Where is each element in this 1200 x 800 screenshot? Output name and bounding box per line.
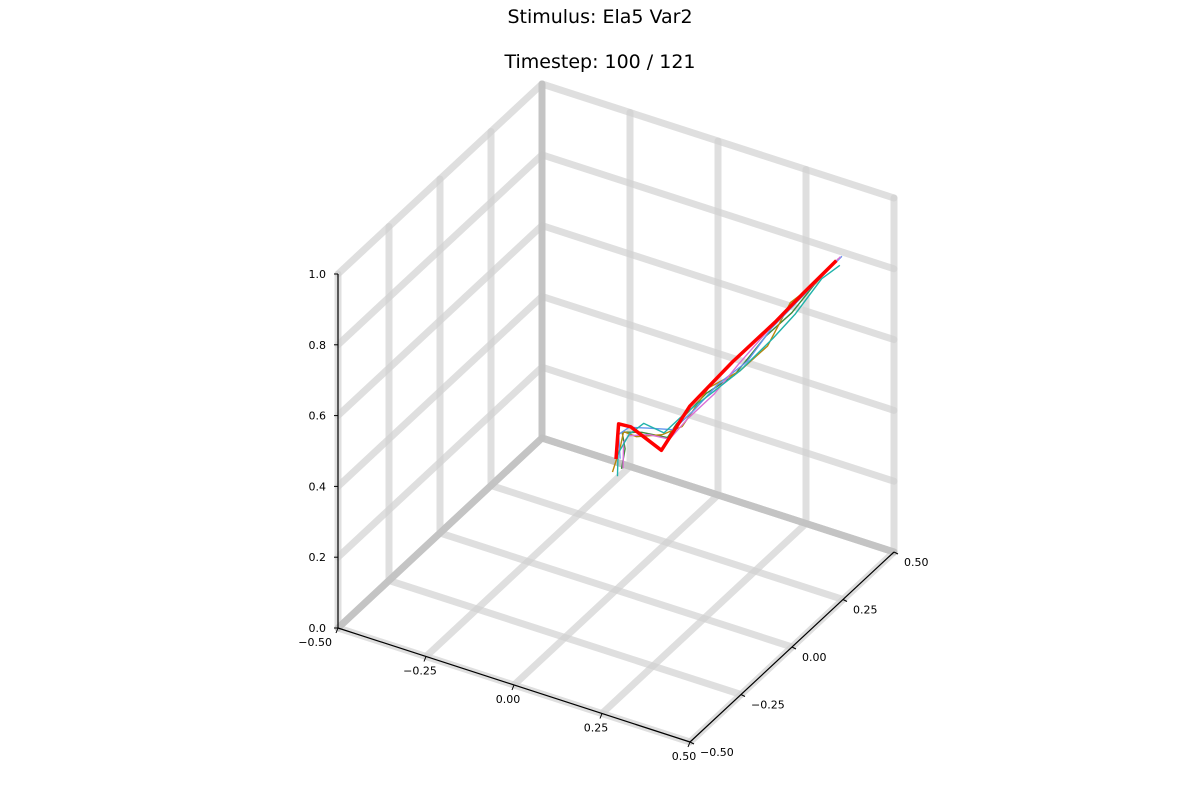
y-tick-mark <box>893 551 899 555</box>
z-tick-label: 0.0 <box>309 622 327 635</box>
back-wall-grid-line <box>538 80 898 202</box>
z-tick-label: 0.4 <box>309 480 327 493</box>
sample-trajectory-line <box>616 264 841 477</box>
floor-grid-line <box>385 577 745 698</box>
y-tick-mark <box>842 599 848 602</box>
x-tick-mark <box>423 656 427 662</box>
back-wall-grid-line <box>538 363 898 485</box>
x-tick-mark <box>335 627 339 634</box>
y-tick-label: −0.25 <box>751 699 785 712</box>
y-tick-mark <box>791 646 797 650</box>
sample-trajectory-line <box>611 262 834 473</box>
y-tick-label: 0.00 <box>802 651 827 664</box>
left-wall-grid-line <box>334 222 546 420</box>
x-tick-label: 0.25 <box>584 722 609 735</box>
z-tick-label: 1.0 <box>309 268 327 281</box>
back-wall-grid-line <box>538 151 898 273</box>
x-tick-mark <box>511 684 515 691</box>
back-wall-grid-line <box>538 222 898 344</box>
y-tick-label: 0.50 <box>904 556 929 569</box>
y-tick-label: 0.25 <box>853 604 878 617</box>
z-tick-label: 0.6 <box>309 410 327 423</box>
floor-grid-line <box>436 529 796 651</box>
x-tick-mark <box>599 713 603 719</box>
chart-subtitle: Timestep: 100 / 121 <box>504 51 696 73</box>
z-tick-label: 0.2 <box>309 551 327 564</box>
grid-lines <box>334 80 898 746</box>
z-tick-label: 0.8 <box>309 339 327 352</box>
box-edge <box>538 434 898 556</box>
x-tick-label: −0.25 <box>403 665 437 678</box>
left-wall-grid-line <box>334 292 546 490</box>
mean-trajectory-line <box>614 259 838 460</box>
x-tick-mark <box>687 741 691 748</box>
y-tick-mark <box>740 694 746 697</box>
y-tick-label: −0.50 <box>700 746 734 759</box>
left-wall-grid-line <box>334 80 546 278</box>
left-wall-grid-line <box>334 151 546 349</box>
trajectories <box>611 255 843 477</box>
tick-labels: −0.50−0.250.000.250.50 −0.50−0.250.000.25… <box>298 268 928 763</box>
x-tick-label: 0.50 <box>672 750 697 763</box>
y-tick-mark <box>689 741 695 745</box>
back-wall-grid-line <box>538 292 898 414</box>
x-tick-label: −0.50 <box>298 636 332 649</box>
left-wall-grid-line <box>334 363 546 561</box>
box-edge <box>334 434 546 632</box>
chart-title: Stimulus: Ela5 Var2 <box>507 6 693 28</box>
floor-grid-line <box>487 482 847 603</box>
x-tick-label: 0.00 <box>496 693 521 706</box>
